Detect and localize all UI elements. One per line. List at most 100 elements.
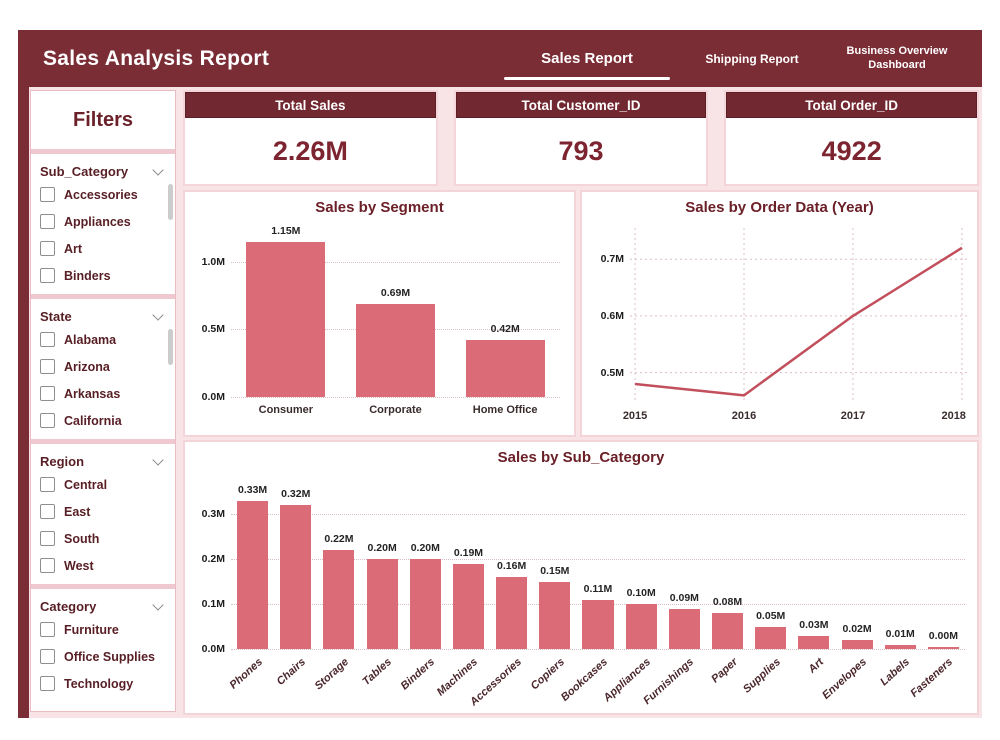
filter-option-west[interactable]: West (40, 552, 166, 579)
filter-option-east[interactable]: East (40, 498, 166, 525)
filter-option-furniture[interactable]: Furniture (40, 616, 166, 643)
bar-bookcases[interactable] (582, 599, 614, 649)
x-axis-tick-label: 2018 (941, 410, 966, 422)
filter-section-header-sub-category[interactable]: Sub_Category (40, 161, 166, 181)
year-plot-area: 0.5M 0.6M 0.7M 2015 2016 2017 2018 (601, 228, 967, 422)
checkbox[interactable] (40, 214, 55, 229)
x-axis-tick-label: Envelopes (820, 656, 870, 702)
checkbox[interactable] (40, 622, 55, 637)
checkbox[interactable] (40, 413, 55, 428)
filter-option-central[interactable]: Central (40, 471, 166, 498)
filter-section-label: Sub_Category (40, 163, 129, 179)
bar-art[interactable] (798, 635, 830, 649)
kpi-value: 793 (558, 135, 604, 166)
y-axis-tick-label: 0.6M (600, 309, 624, 322)
checkbox[interactable] (40, 359, 55, 374)
chart-sales-by-year: Sales by Order Data (Year) 0.5M 0.6M 0.7M 2… (580, 190, 979, 437)
filter-option-alabama[interactable]: Alabama (40, 326, 166, 353)
kpi-body: 793 (456, 118, 707, 184)
bar-tables[interactable] (366, 559, 398, 649)
bar-value-label: 0.33M (238, 483, 268, 496)
x-axis-tick-label: Corporate (369, 404, 422, 416)
kpi-title: Total Sales (185, 92, 436, 118)
filter-section-header-state[interactable]: State (40, 306, 166, 326)
tab-sales-report[interactable]: Sales Report (498, 50, 676, 80)
filter-section-sub-category: Sub_Category Accessories Appliances Art Bind… (31, 154, 175, 294)
kpi-value: 2.26M (272, 135, 348, 166)
checkbox[interactable] (40, 332, 55, 347)
gridline (231, 649, 965, 650)
bar-value-label: 0.11M (583, 582, 613, 595)
bar-supplies[interactable] (755, 626, 787, 649)
bar-labels[interactable] (884, 644, 916, 649)
filter-option-label: Central (64, 477, 108, 492)
bar-consumer[interactable] (246, 241, 326, 397)
x-axis-tick-label: Home Office (472, 404, 538, 416)
bar-corporate[interactable] (356, 303, 435, 397)
bar-phones[interactable] (237, 500, 269, 649)
bar-chairs[interactable] (280, 505, 312, 649)
checkbox[interactable] (40, 241, 55, 256)
bar-binders[interactable] (409, 559, 441, 649)
chevron-down-icon (152, 598, 164, 611)
checkbox[interactable] (40, 531, 55, 546)
bar-furnishings[interactable] (668, 608, 700, 649)
subcategory-plot-area: 0.0M 0.1M 0.2M 0.3M 0.33M Phones 0.32M Chairs 0.… (202, 474, 965, 708)
filter-option-label: Furniture (64, 622, 119, 637)
bar-storage[interactable] (323, 550, 355, 649)
filter-section-region: Region Central East South West (31, 444, 175, 584)
filter-section-label: Category (40, 598, 97, 614)
scrollbar-thumb[interactable] (168, 184, 173, 220)
filter-option-technology[interactable]: Technology (40, 670, 166, 697)
bar-value-label: 0.16M (497, 560, 527, 573)
filter-section-header-category[interactable]: Category (40, 596, 166, 616)
tab-business-overview-dashboard[interactable]: Business Overview Dashboard (828, 45, 966, 73)
bar-value-label: 0.69M (380, 286, 411, 299)
bar-value-label: 0.22M (324, 533, 354, 546)
checkbox[interactable] (40, 386, 55, 401)
chart-title: Sales by Sub_Category (497, 449, 665, 466)
y-axis-tick-label: 1.0M (201, 255, 225, 268)
checkbox[interactable] (40, 268, 55, 283)
checkbox[interactable] (40, 676, 55, 691)
filter-option-appliances[interactable]: Appliances (40, 208, 166, 235)
bar-home-office[interactable] (465, 340, 545, 397)
tab-shipping-report[interactable]: Shipping Report (676, 52, 828, 66)
checkbox[interactable] (40, 477, 55, 492)
bar-envelopes[interactable] (841, 640, 873, 649)
bar-accessories[interactable] (496, 577, 528, 649)
bar-value-label: 0.10M (626, 587, 656, 600)
gridline (231, 397, 560, 398)
x-axis-tick-label: Labels (878, 656, 913, 689)
scrollbar-thumb[interactable] (168, 329, 173, 365)
bar-appliances[interactable] (625, 604, 657, 649)
filter-option-california[interactable]: California (40, 407, 166, 434)
page-title: Sales Analysis Report (43, 47, 270, 70)
bar-value-label: 0.05M (756, 609, 786, 622)
tab-label: Shipping Report (705, 51, 799, 66)
filters-title-box: Filters (31, 91, 175, 149)
bar-copiers[interactable] (539, 581, 571, 649)
bar-paper[interactable] (711, 613, 744, 649)
filter-option-art[interactable]: Art (40, 235, 166, 262)
checkbox[interactable] (40, 558, 55, 573)
filter-option-south[interactable]: South (40, 525, 166, 552)
checkbox[interactable] (40, 649, 55, 664)
y-axis-tick-label: 0.1M (201, 598, 225, 611)
filter-option-label: Arizona (64, 359, 110, 374)
filter-option-office-supplies[interactable]: Office Supplies (40, 643, 166, 670)
checkbox[interactable] (40, 187, 55, 202)
filter-option-label: Binders (64, 268, 111, 283)
bar-fasteners[interactable] (927, 647, 959, 649)
gridline (231, 559, 965, 561)
checkbox[interactable] (40, 504, 55, 519)
bar-machines[interactable] (452, 563, 484, 649)
filter-option-binders[interactable]: Binders (40, 262, 166, 289)
filter-section-header-region[interactable]: Region (40, 451, 166, 471)
nav-tabs: Sales Report Shipping Report Business Over… (498, 30, 966, 87)
kpi-card-total-order-id: Total Order_ID 4922 (724, 90, 980, 186)
filter-option-accessories[interactable]: Accessories (40, 181, 166, 208)
filter-option-arkansas[interactable]: Arkansas (40, 380, 166, 407)
filter-option-arizona[interactable]: Arizona (40, 353, 166, 380)
kpi-card-total-sales: Total Sales 2.26M (183, 90, 438, 186)
